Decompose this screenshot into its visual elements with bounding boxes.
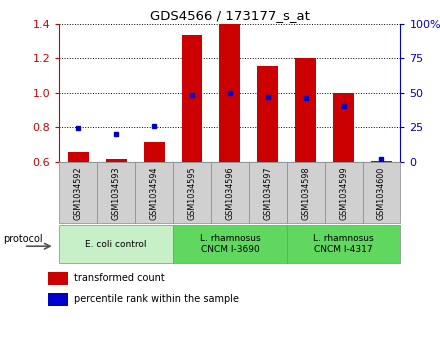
Bar bbox=[97, 162, 135, 223]
Text: GSM1034600: GSM1034600 bbox=[377, 167, 386, 220]
Bar bbox=[173, 225, 287, 263]
Text: percentile rank within the sample: percentile rank within the sample bbox=[74, 294, 238, 305]
Text: GSM1034594: GSM1034594 bbox=[150, 167, 159, 220]
Bar bbox=[211, 162, 249, 223]
Bar bbox=[257, 66, 278, 162]
Bar bbox=[333, 93, 354, 162]
Text: L. rhamnosus
CNCM I-3690: L. rhamnosus CNCM I-3690 bbox=[200, 234, 260, 254]
Text: transformed count: transformed count bbox=[74, 273, 165, 283]
Text: GSM1034593: GSM1034593 bbox=[112, 167, 121, 220]
Bar bbox=[144, 142, 165, 162]
Bar bbox=[68, 152, 89, 162]
Bar bbox=[59, 225, 173, 263]
Bar bbox=[371, 161, 392, 162]
Bar bbox=[220, 24, 240, 162]
Bar bbox=[135, 162, 173, 223]
Bar bbox=[295, 58, 316, 162]
Text: GSM1034595: GSM1034595 bbox=[187, 167, 197, 220]
Bar bbox=[173, 162, 211, 223]
Text: GSM1034598: GSM1034598 bbox=[301, 167, 310, 220]
Bar bbox=[48, 272, 68, 285]
Bar bbox=[325, 162, 363, 223]
Bar bbox=[363, 162, 400, 223]
Text: protocol: protocol bbox=[3, 234, 43, 244]
Bar bbox=[287, 225, 400, 263]
Bar bbox=[249, 162, 287, 223]
Text: GSM1034596: GSM1034596 bbox=[225, 167, 235, 220]
Bar bbox=[182, 35, 202, 162]
Bar bbox=[287, 162, 325, 223]
Text: GSM1034592: GSM1034592 bbox=[74, 167, 83, 220]
Text: L. rhamnosus
CNCM I-4317: L. rhamnosus CNCM I-4317 bbox=[313, 234, 374, 254]
Bar bbox=[59, 162, 97, 223]
Text: E. coli control: E. coli control bbox=[85, 240, 147, 249]
Title: GDS4566 / 173177_s_at: GDS4566 / 173177_s_at bbox=[150, 9, 310, 23]
Bar bbox=[106, 159, 127, 162]
Bar bbox=[48, 293, 68, 306]
Text: GSM1034599: GSM1034599 bbox=[339, 167, 348, 220]
Text: GSM1034597: GSM1034597 bbox=[263, 167, 272, 220]
